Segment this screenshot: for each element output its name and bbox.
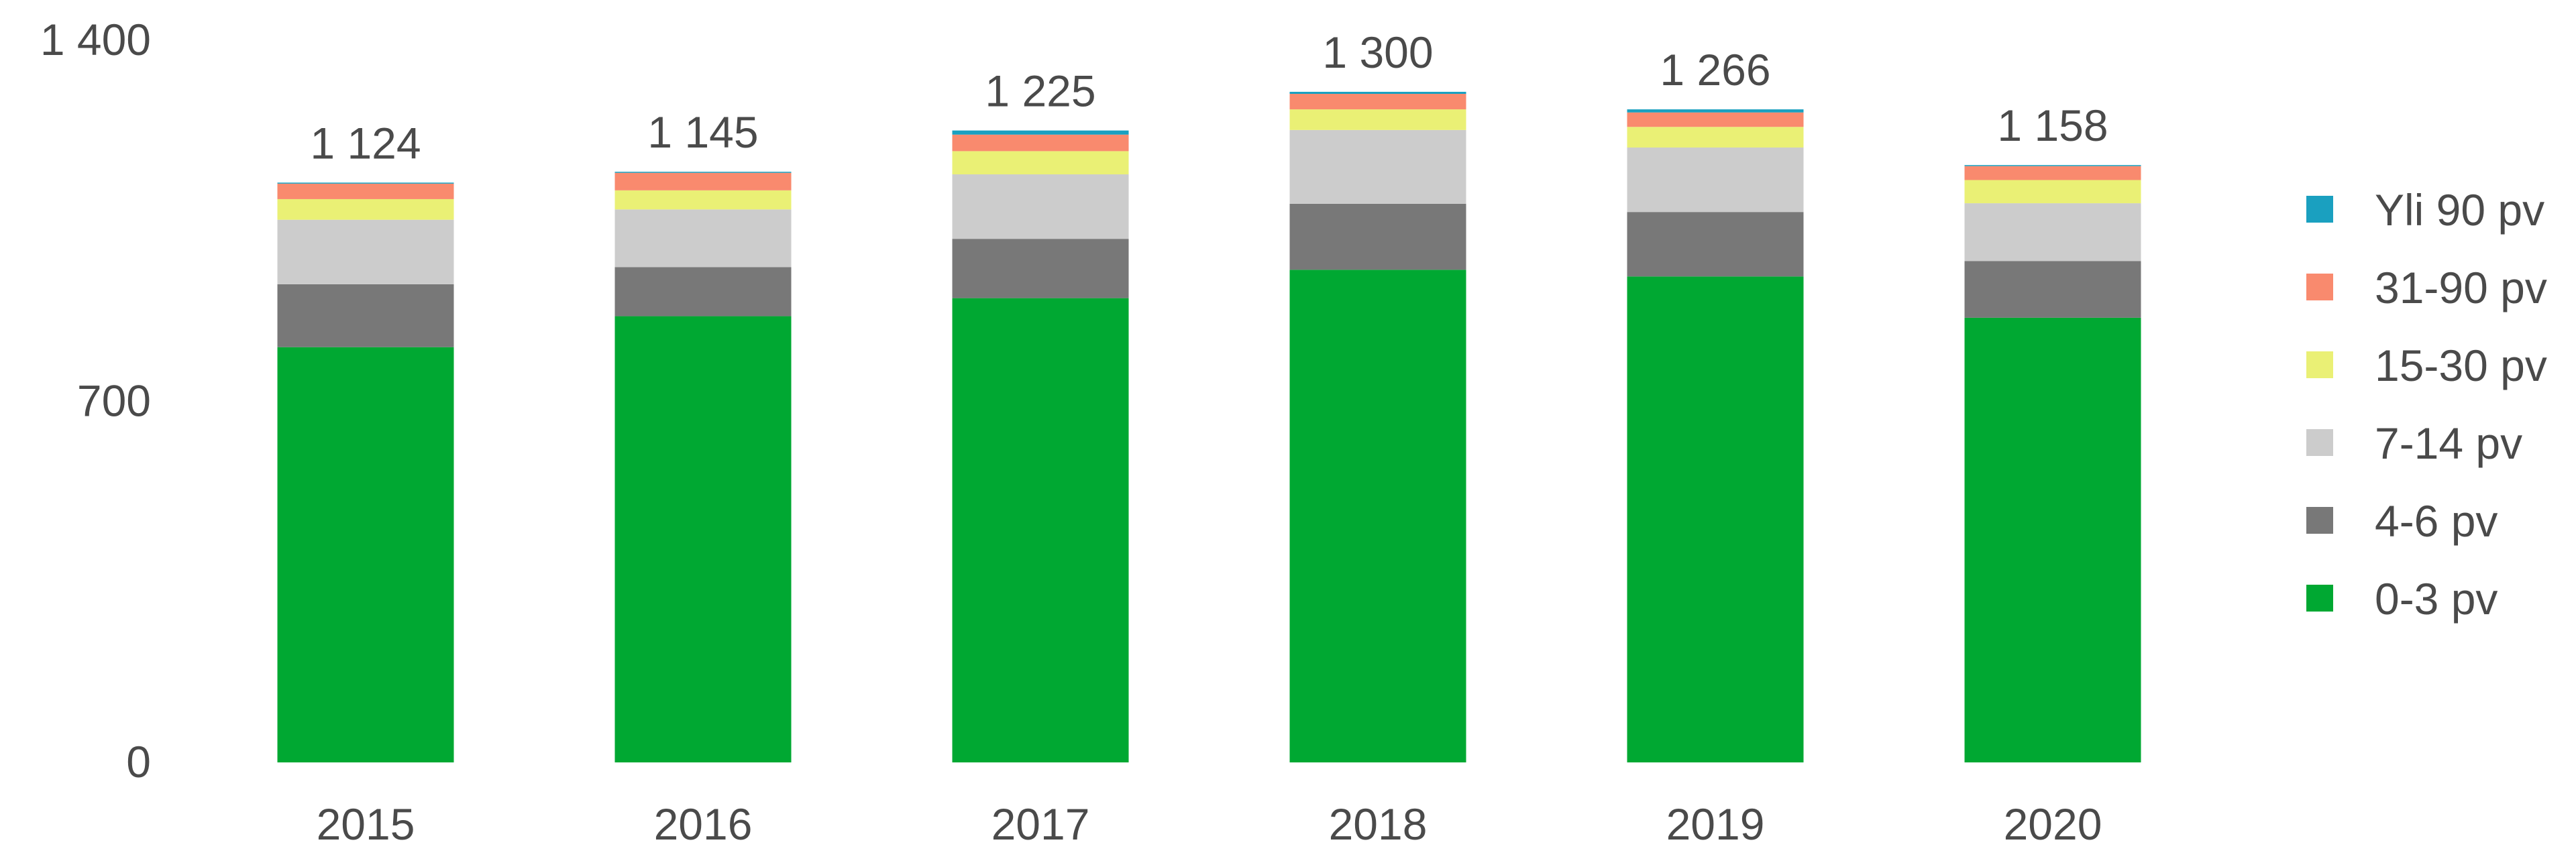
bar-segment	[1289, 270, 1466, 762]
legend-swatch	[2306, 507, 2333, 534]
y-axis: 0 700 1 400	[40, 15, 151, 787]
x-tick-label: 2016	[654, 799, 753, 849]
bar-segment	[614, 172, 792, 190]
bar-segment	[1627, 212, 1804, 277]
bar-segment	[1964, 165, 2141, 166]
bar-segment	[1289, 91, 1466, 95]
legend-label: 0-3 pv	[2375, 574, 2498, 624]
legend-label: 15-30 pv	[2375, 341, 2547, 390]
y-tick-label: 700	[77, 376, 151, 426]
bar-segment	[614, 267, 792, 316]
y-tick-label: 1 400	[40, 15, 151, 64]
legend-label: 4-6 pv	[2375, 496, 2498, 546]
bar-total-label: 1 145	[647, 107, 758, 157]
bar-totals: 1 124 1 145 1 225 1 300 1 266 1 158	[310, 27, 2108, 168]
bar-total-label: 1 124	[310, 118, 421, 168]
bar-segment	[614, 316, 792, 762]
bar-segment	[1964, 166, 2141, 180]
bar-segment	[277, 198, 454, 220]
bar-segment	[1627, 109, 1804, 113]
x-tick-label: 2018	[1329, 799, 1428, 849]
bar-segment	[1964, 180, 2141, 204]
bar-total-label: 1 266	[1660, 45, 1770, 95]
bar-segment	[277, 183, 454, 199]
bars	[277, 91, 2141, 763]
bar-total-label: 1 225	[985, 66, 1095, 116]
bar-segment	[277, 182, 454, 184]
bar-segment	[952, 130, 1129, 135]
bar-segment	[952, 174, 1129, 239]
legend-label: 7-14 pv	[2375, 418, 2522, 468]
bar-segment	[1627, 148, 1804, 213]
legend-swatch	[2306, 429, 2333, 456]
bar-segment	[1289, 94, 1466, 110]
bar-segment	[614, 172, 792, 173]
bar-segment	[277, 347, 454, 762]
x-tick-label: 2019	[1666, 799, 1765, 849]
bar-segment	[1964, 203, 2141, 262]
bar-segment	[1627, 112, 1804, 127]
bar-segment	[1964, 317, 2141, 762]
legend-swatch	[2306, 196, 2333, 223]
y-tick-label: 0	[126, 737, 151, 787]
bar-segment	[952, 239, 1129, 298]
legend-label: 31-90 pv	[2375, 263, 2547, 312]
bar-segment	[1289, 203, 1466, 270]
bar-segment	[614, 209, 792, 268]
legend-label: Yli 90 pv	[2375, 185, 2544, 235]
bar-total-label: 1 158	[1997, 101, 2108, 150]
bar-segment	[614, 190, 792, 210]
legend: Yli 90 pv 31-90 pv 15-30 pv 7-14 pv 4-6 pv 0-…	[2306, 185, 2547, 624]
bar-total-label: 1 300	[1322, 27, 1433, 77]
bar-segment	[1289, 129, 1466, 204]
bar-segment	[277, 219, 454, 284]
bar-segment	[1964, 261, 2141, 318]
x-tick-label: 2015	[317, 799, 415, 849]
bar-segment	[1289, 109, 1466, 130]
legend-swatch	[2306, 351, 2333, 378]
bar-segment	[277, 284, 454, 347]
x-tick-label: 2017	[991, 799, 1090, 849]
bar-segment	[952, 298, 1129, 763]
bar-segment	[952, 151, 1129, 175]
bar-segment	[1627, 127, 1804, 148]
x-axis: 2015 2016 2017 2018 2019 2020	[317, 799, 2102, 849]
bar-segment	[1627, 276, 1804, 762]
bar-segment	[952, 134, 1129, 152]
x-tick-label: 2020	[2004, 799, 2102, 849]
legend-swatch	[2306, 585, 2333, 612]
legend-swatch	[2306, 274, 2333, 300]
